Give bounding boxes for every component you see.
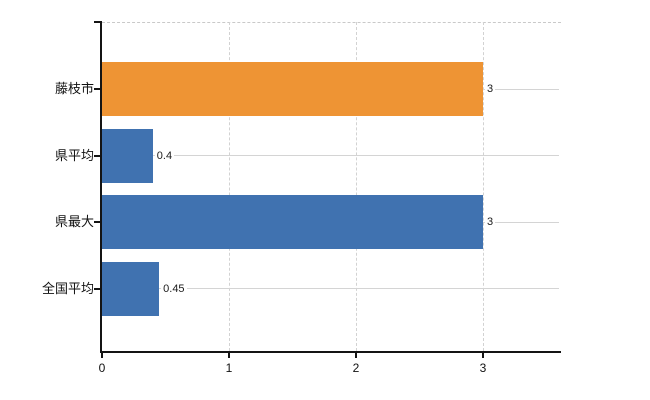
category-label: 全国平均 — [41, 280, 94, 296]
value-label: 0.4 — [154, 148, 175, 163]
y-tick — [94, 21, 102, 23]
x-tick-label: 0 — [98, 361, 106, 375]
bar — [102, 62, 483, 116]
x-tick-label: 1 — [225, 361, 233, 375]
x-tick — [482, 353, 484, 358]
y-axis-line — [100, 21, 102, 353]
y-tick — [94, 88, 102, 90]
gridline-vertical — [483, 22, 484, 351]
gridline-horizontal — [102, 288, 559, 289]
value-label: 0.45 — [161, 281, 187, 296]
x-tick-label: 3 — [479, 361, 487, 375]
gridline-vertical — [356, 22, 357, 351]
x-tick-label: 2 — [352, 361, 360, 375]
plot-area: 3 0.4 3 0.45 — [102, 22, 561, 351]
x-tick — [355, 353, 357, 358]
bar — [102, 195, 483, 249]
x-tick — [228, 353, 230, 358]
x-tick — [101, 353, 103, 358]
category-label: 県最大 — [54, 214, 94, 229]
y-tick — [94, 287, 102, 290]
bar — [102, 261, 160, 316]
category-label: 藤枝市 — [54, 81, 94, 96]
value-label: 3 — [485, 215, 496, 229]
category-label: 県平均 — [54, 147, 94, 163]
gridline-horizontal — [102, 155, 559, 156]
y-tick — [94, 154, 102, 157]
y-tick — [94, 221, 102, 223]
x-axis-line — [100, 351, 561, 353]
gridline-vertical — [229, 22, 230, 351]
value-label: 3 — [485, 82, 496, 96]
bar — [102, 128, 153, 183]
plot-top-border — [102, 22, 561, 23]
